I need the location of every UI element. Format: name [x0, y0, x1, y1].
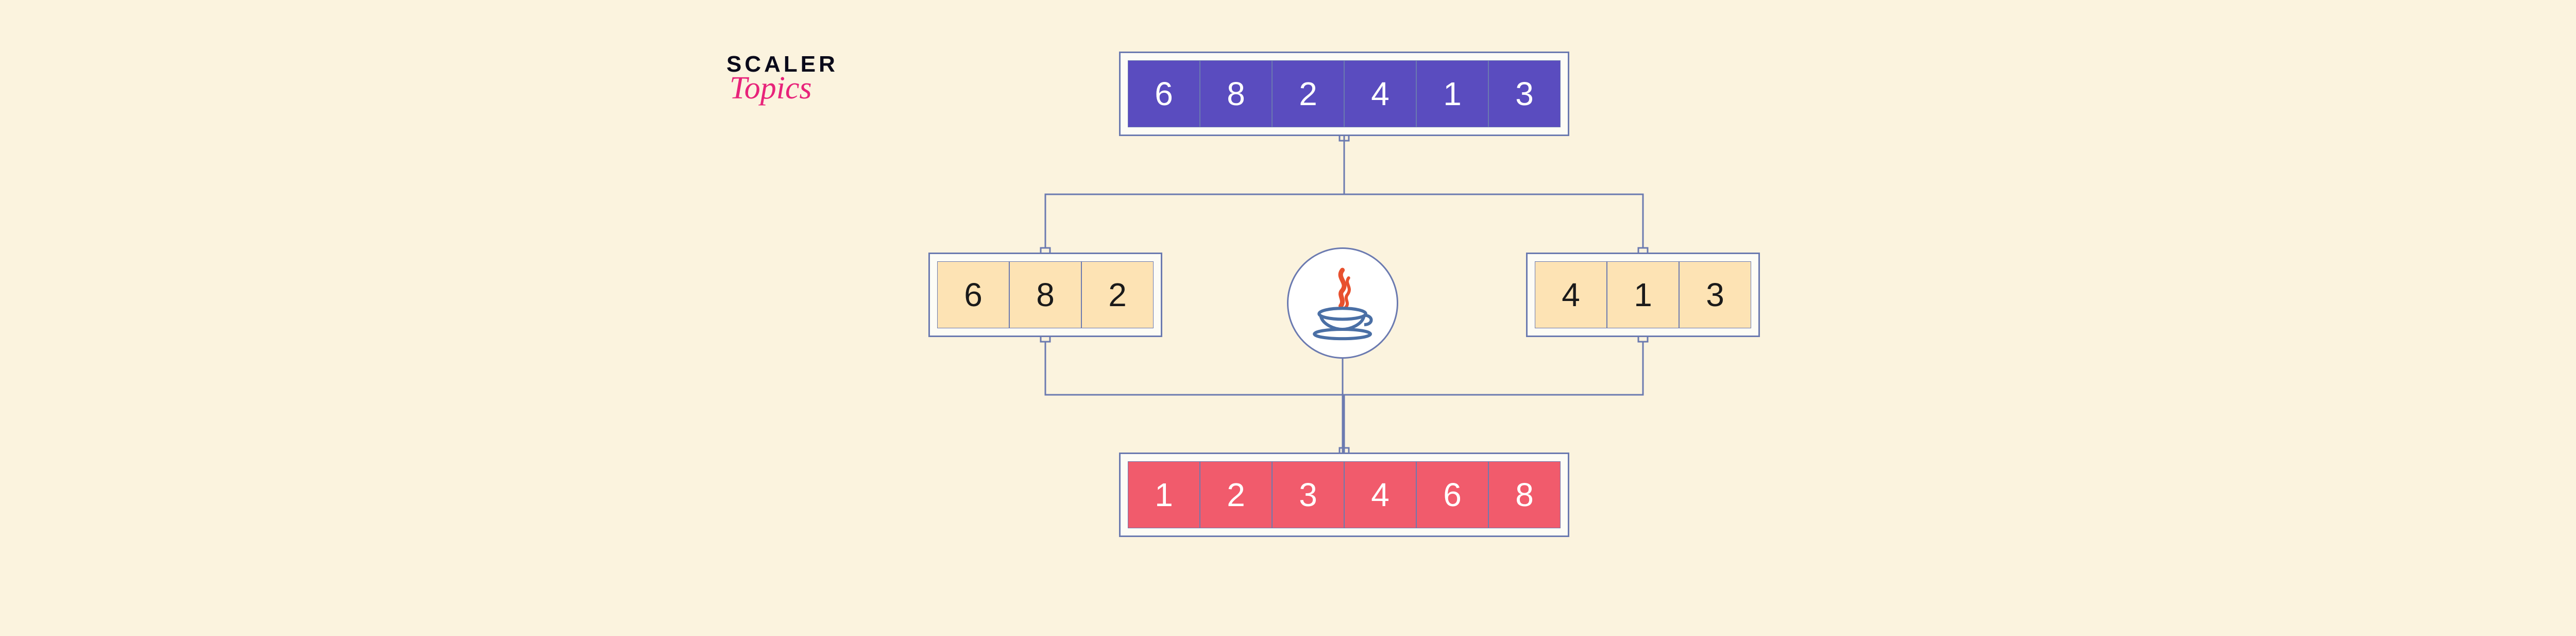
top-unsorted-array: 682413 — [1119, 52, 1569, 136]
top-array-cell-2: 2 — [1272, 60, 1344, 127]
bottom-array-cell-5: 8 — [1488, 461, 1561, 528]
bottom-array-cell-3: 4 — [1344, 461, 1416, 528]
right-array-cell-1: 1 — [1607, 261, 1679, 328]
diagram-canvas: SCALER Topics 682413 682 413 123468 — [0, 0, 2576, 636]
scaler-topics-logo: SCALER Topics — [726, 52, 838, 107]
top-array-cell-5: 3 — [1488, 60, 1561, 127]
top-array-cell-0: 6 — [1128, 60, 1200, 127]
java-svg — [1303, 264, 1381, 342]
right-array-cell-2: 3 — [1679, 261, 1751, 328]
top-array-cell-4: 1 — [1416, 60, 1488, 127]
left-array-cell-1: 8 — [1009, 261, 1081, 328]
bottom-array-cell-1: 2 — [1200, 461, 1272, 528]
bottom-array-cell-2: 3 — [1272, 461, 1344, 528]
java-icon — [1287, 247, 1398, 359]
top-array-cell-3: 4 — [1344, 60, 1416, 127]
right-array-cell-0: 4 — [1535, 261, 1607, 328]
bottom-array-cell-4: 6 — [1416, 461, 1488, 528]
bottom-array-cell-0: 1 — [1128, 461, 1200, 528]
left-array-cell-2: 2 — [1081, 261, 1154, 328]
left-split-array: 682 — [928, 253, 1162, 337]
left-array-cell-0: 6 — [937, 261, 1009, 328]
top-array-cell-1: 8 — [1200, 60, 1272, 127]
right-split-array: 413 — [1526, 253, 1760, 337]
bottom-sorted-array: 123468 — [1119, 453, 1569, 537]
